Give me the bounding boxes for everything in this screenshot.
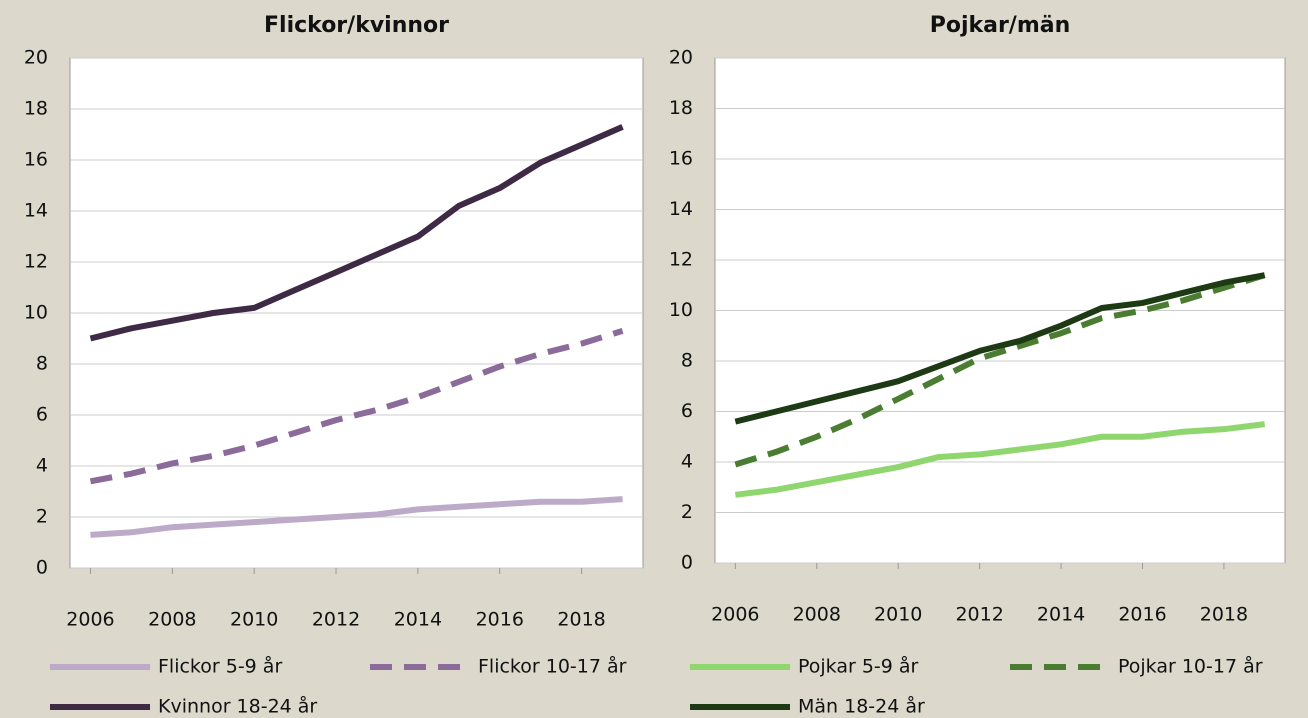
x-tick-label: 2018 (1200, 604, 1248, 626)
series-line (734, 272, 1266, 468)
y-tick-label: 6 (681, 400, 693, 422)
series-line (89, 327, 624, 485)
legend-label: Pojkar 5-9 år (798, 655, 919, 678)
x-tick-label: 2008 (148, 609, 196, 631)
series-line (90, 496, 623, 538)
y-tick-label: 8 (681, 350, 693, 372)
legend-label: Pojkar 10-17 år (1118, 655, 1263, 678)
y-tick-label: 4 (36, 455, 48, 477)
y-tick-label: 8 (36, 353, 48, 375)
x-tick-label: 2006 (711, 604, 759, 626)
y-tick-label: 6 (36, 404, 48, 426)
x-tick-label: 2014 (394, 609, 442, 631)
y-tick-label: 10 (669, 299, 693, 321)
x-tick-label: 2010 (230, 609, 278, 631)
y-tick-label: 14 (669, 198, 693, 220)
y-tick-label: 18 (669, 97, 693, 119)
y-tick-label: 0 (36, 557, 48, 579)
y-tick-label: 2 (681, 501, 693, 523)
y-tick-label: 20 (669, 47, 693, 69)
y-tick-label: 16 (24, 149, 48, 171)
y-tick-label: 10 (24, 302, 48, 324)
chart-title: Flickor/kvinnor (264, 13, 449, 38)
legend-label: Män 18-24 år (798, 695, 925, 718)
y-tick-label: 4 (681, 451, 693, 473)
x-tick-label: 2016 (1118, 604, 1166, 626)
x-tick-label: 2018 (557, 609, 605, 631)
legend-label: Flickor 10-17 år (478, 655, 627, 678)
y-tick-label: 12 (24, 251, 48, 273)
y-tick-label: 2 (36, 506, 48, 528)
series-line (734, 421, 1266, 498)
series-line (734, 272, 1266, 425)
legend-label: Flickor 5-9 år (158, 655, 282, 678)
x-tick-label: 2008 (793, 604, 841, 626)
x-tick-label: 2016 (476, 609, 524, 631)
y-tick-label: 16 (669, 148, 693, 170)
chart-title: Pojkar/män (930, 13, 1071, 38)
legend-label: Kvinnor 18-24 år (158, 695, 317, 718)
y-tick-label: 12 (669, 249, 693, 271)
y-tick-label: 20 (24, 47, 48, 69)
series-line (89, 124, 624, 342)
x-tick-label: 2006 (66, 609, 114, 631)
y-tick-label: 14 (24, 200, 48, 222)
x-tick-label: 2012 (312, 609, 360, 631)
x-tick-label: 2014 (1037, 604, 1085, 626)
x-tick-label: 2010 (874, 604, 922, 626)
y-tick-label: 0 (681, 552, 693, 574)
y-tick-label: 18 (24, 98, 48, 120)
x-tick-label: 2012 (955, 604, 1003, 626)
